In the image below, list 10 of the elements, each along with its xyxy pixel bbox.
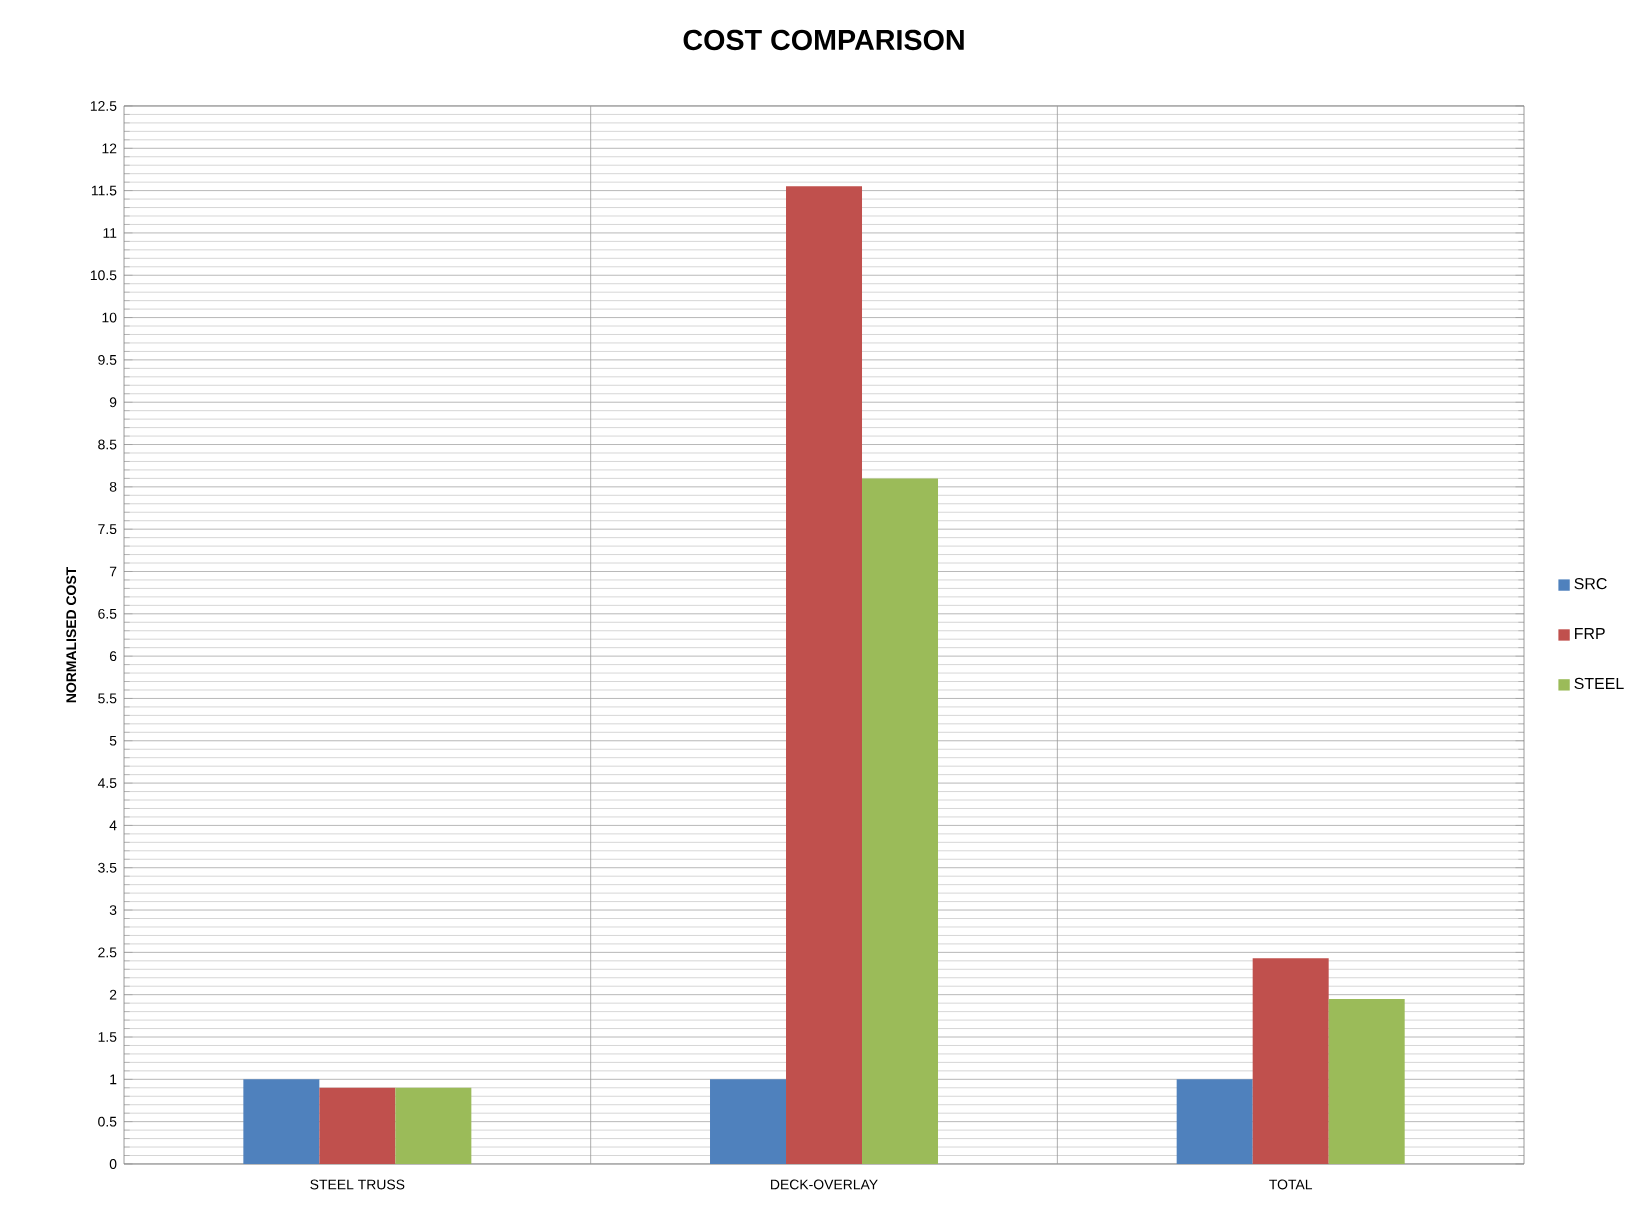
bar: [319, 1087, 396, 1164]
bar: [243, 1079, 320, 1164]
chart-title: COST COMPARISON: [683, 29, 964, 51]
bar: [1328, 998, 1405, 1164]
bar: [786, 186, 863, 1164]
bar: [862, 478, 939, 1164]
bar: [1176, 1079, 1253, 1164]
bar: [710, 1079, 787, 1164]
bar: [1252, 958, 1329, 1164]
bar: [395, 1087, 472, 1164]
